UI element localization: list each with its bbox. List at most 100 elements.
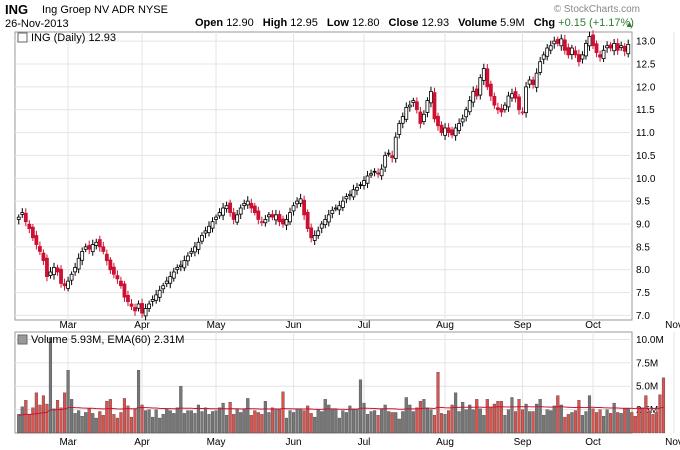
volume-bar — [404, 397, 408, 434]
volume-bar — [38, 404, 42, 434]
candle — [193, 241, 197, 257]
candle-body — [566, 47, 571, 56]
candle — [450, 126, 454, 139]
candle-body — [608, 44, 613, 49]
candle — [601, 45, 606, 63]
candle — [133, 303, 137, 316]
copyright-link[interactable]: © StockCharts.com — [553, 4, 640, 15]
candle-body — [242, 203, 247, 206]
candle-body — [562, 39, 567, 51]
candle-body — [23, 212, 28, 223]
candle — [605, 41, 610, 53]
volume-x-tick-label: Jul — [358, 437, 371, 448]
candle — [288, 207, 292, 226]
candle — [376, 168, 381, 178]
volume-bar — [450, 404, 454, 434]
volume-bar — [316, 409, 320, 434]
candle — [569, 44, 574, 60]
price-y-tick-label: 7.5 — [636, 288, 650, 299]
candle — [573, 46, 578, 59]
volume-bar — [270, 407, 274, 434]
volume-bar — [531, 411, 535, 434]
candle — [150, 295, 155, 307]
candle-body — [513, 91, 518, 99]
candle-body — [76, 257, 81, 270]
candle — [369, 169, 373, 178]
candle — [622, 43, 627, 57]
candle-body — [59, 268, 63, 284]
chart-header: ING Ing Groep NV ADR NYSE 26-Nov-2013 © … — [0, 0, 680, 32]
price-x-tick-label: Nov — [665, 320, 680, 331]
volume-bar — [520, 409, 525, 434]
candle-body — [161, 285, 166, 290]
candle-body — [185, 255, 190, 262]
volume-bar — [17, 414, 21, 434]
volume-bar — [302, 410, 306, 434]
candle-body — [376, 172, 381, 175]
candle — [94, 238, 99, 250]
candle — [552, 36, 557, 49]
candle — [34, 230, 39, 250]
volume-bar — [559, 404, 563, 434]
volume-bar — [605, 409, 609, 434]
volume-bar — [108, 399, 112, 434]
volume-bar — [144, 410, 148, 434]
candle — [495, 102, 500, 115]
high-value: 12.95 — [290, 17, 318, 29]
volume-bar — [246, 398, 250, 434]
candle — [87, 240, 92, 255]
candle — [217, 208, 222, 219]
volume-bar — [158, 417, 162, 434]
candle — [154, 289, 159, 304]
volume-bar — [101, 415, 105, 434]
candle — [555, 36, 560, 47]
candle — [245, 196, 250, 209]
volume-bar — [482, 415, 486, 434]
candle-body — [362, 180, 366, 186]
candle — [45, 254, 49, 282]
chg-value: +0.15 (+1.17%) — [558, 17, 634, 29]
volume-bar — [87, 408, 91, 434]
candle — [104, 249, 109, 266]
candle-body — [196, 241, 201, 250]
candle — [23, 208, 28, 227]
candle-body — [355, 187, 359, 191]
candle — [432, 87, 437, 123]
candle-body — [101, 246, 106, 252]
price-y-tick-label: 8.0 — [636, 265, 650, 276]
candle — [506, 91, 511, 112]
candle-body — [584, 43, 588, 57]
candle-body — [372, 170, 377, 173]
candle — [513, 87, 518, 103]
candle-body — [622, 45, 627, 52]
candle — [566, 43, 571, 59]
candle-body — [164, 280, 169, 285]
high-label: High — [262, 17, 288, 29]
volume-bar — [179, 386, 183, 434]
volume-bar — [147, 409, 151, 434]
candle-body — [460, 118, 465, 123]
candle — [305, 209, 310, 232]
candle-body — [83, 246, 88, 250]
candle — [69, 271, 74, 286]
candle-body — [510, 93, 514, 99]
candle — [559, 34, 564, 51]
volume-bar — [189, 410, 193, 434]
candle — [499, 104, 504, 117]
candle-body — [302, 199, 307, 216]
volume-bar — [556, 395, 560, 434]
volume-bar — [489, 407, 493, 434]
volume-bar — [115, 417, 119, 434]
candle-body — [214, 216, 218, 220]
volume-bar — [439, 413, 444, 434]
candle-body — [252, 205, 257, 213]
candle — [270, 209, 275, 221]
volume-bar — [517, 399, 521, 434]
volume-bar — [136, 370, 141, 434]
candle-body — [168, 276, 173, 284]
candle-body — [274, 214, 278, 221]
volume-bar — [591, 408, 595, 434]
candle-body — [193, 246, 197, 253]
candle-body — [418, 111, 423, 124]
volume-bar — [327, 404, 331, 434]
